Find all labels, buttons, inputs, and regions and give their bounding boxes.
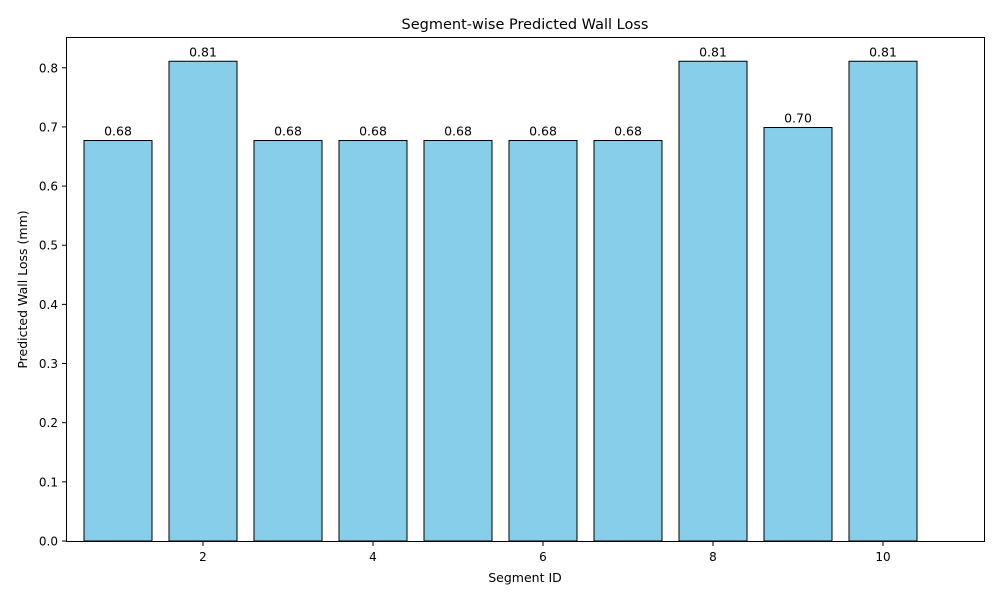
y-tick-label: 0.3 (39, 357, 58, 371)
x-tick-label: 4 (369, 550, 377, 564)
y-tick-label: 0.4 (39, 298, 58, 312)
y-axis-label: Predicted Wall Loss (mm) (15, 210, 30, 368)
bar-segment-10 (848, 60, 918, 542)
bar-segment-7 (593, 140, 663, 542)
y-tick-label: 0.1 (39, 475, 58, 489)
bar-value-label-1: 0.68 (104, 124, 132, 139)
bar-labels-group: 0.68 0.81 0.68 0.68 0.68 0.68 0.68 0.81 0.70 0.81 (104, 44, 897, 138)
x-tick-label: 6 (539, 550, 547, 564)
bar-segment-2 (168, 60, 238, 542)
y-tick-label: 0.6 (39, 180, 58, 194)
chart-title: Segment-wise Predicted Wall Loss (402, 17, 649, 33)
x-tick-label: 2 (199, 550, 207, 564)
bar-value-label-8: 0.81 (699, 44, 727, 59)
bar-segment-9 (763, 127, 833, 542)
y-axis-ticks: 0.0 0.1 0.2 0.3 0.4 0.5 0.6 0.7 0.8 (39, 61, 67, 549)
y-tick-label: 0.7 (39, 120, 58, 134)
bar-value-label-2: 0.81 (189, 44, 217, 59)
x-axis-label: Segment ID (488, 570, 562, 585)
bar-segment-8 (678, 60, 748, 542)
bar-segment-6 (508, 140, 578, 542)
plot-frame (66, 37, 985, 542)
bar-value-label-5: 0.68 (444, 124, 472, 139)
bar-value-label-9: 0.70 (784, 111, 812, 126)
y-tick-label: 0.5 (39, 239, 58, 253)
x-tick-label: 8 (709, 550, 717, 564)
bar-segment-3 (253, 140, 323, 542)
bar-value-label-4: 0.68 (359, 124, 387, 139)
y-tick-label: 0.8 (39, 61, 58, 75)
bar-value-label-6: 0.68 (529, 124, 557, 139)
x-axis-ticks: 2 4 6 8 10 (199, 541, 891, 564)
bar-value-label-3: 0.68 (274, 124, 302, 139)
y-tick-label: 0.0 (39, 535, 58, 549)
bar-segment-1 (83, 140, 153, 542)
bar-segment-4 (338, 140, 408, 542)
y-tick-label: 0.2 (39, 416, 58, 430)
bar-value-label-7: 0.68 (614, 124, 642, 139)
bar-segment-5 (423, 140, 493, 542)
bar-value-label-10: 0.81 (869, 44, 897, 59)
x-tick-label: 10 (875, 550, 890, 564)
bars-group (83, 60, 918, 542)
